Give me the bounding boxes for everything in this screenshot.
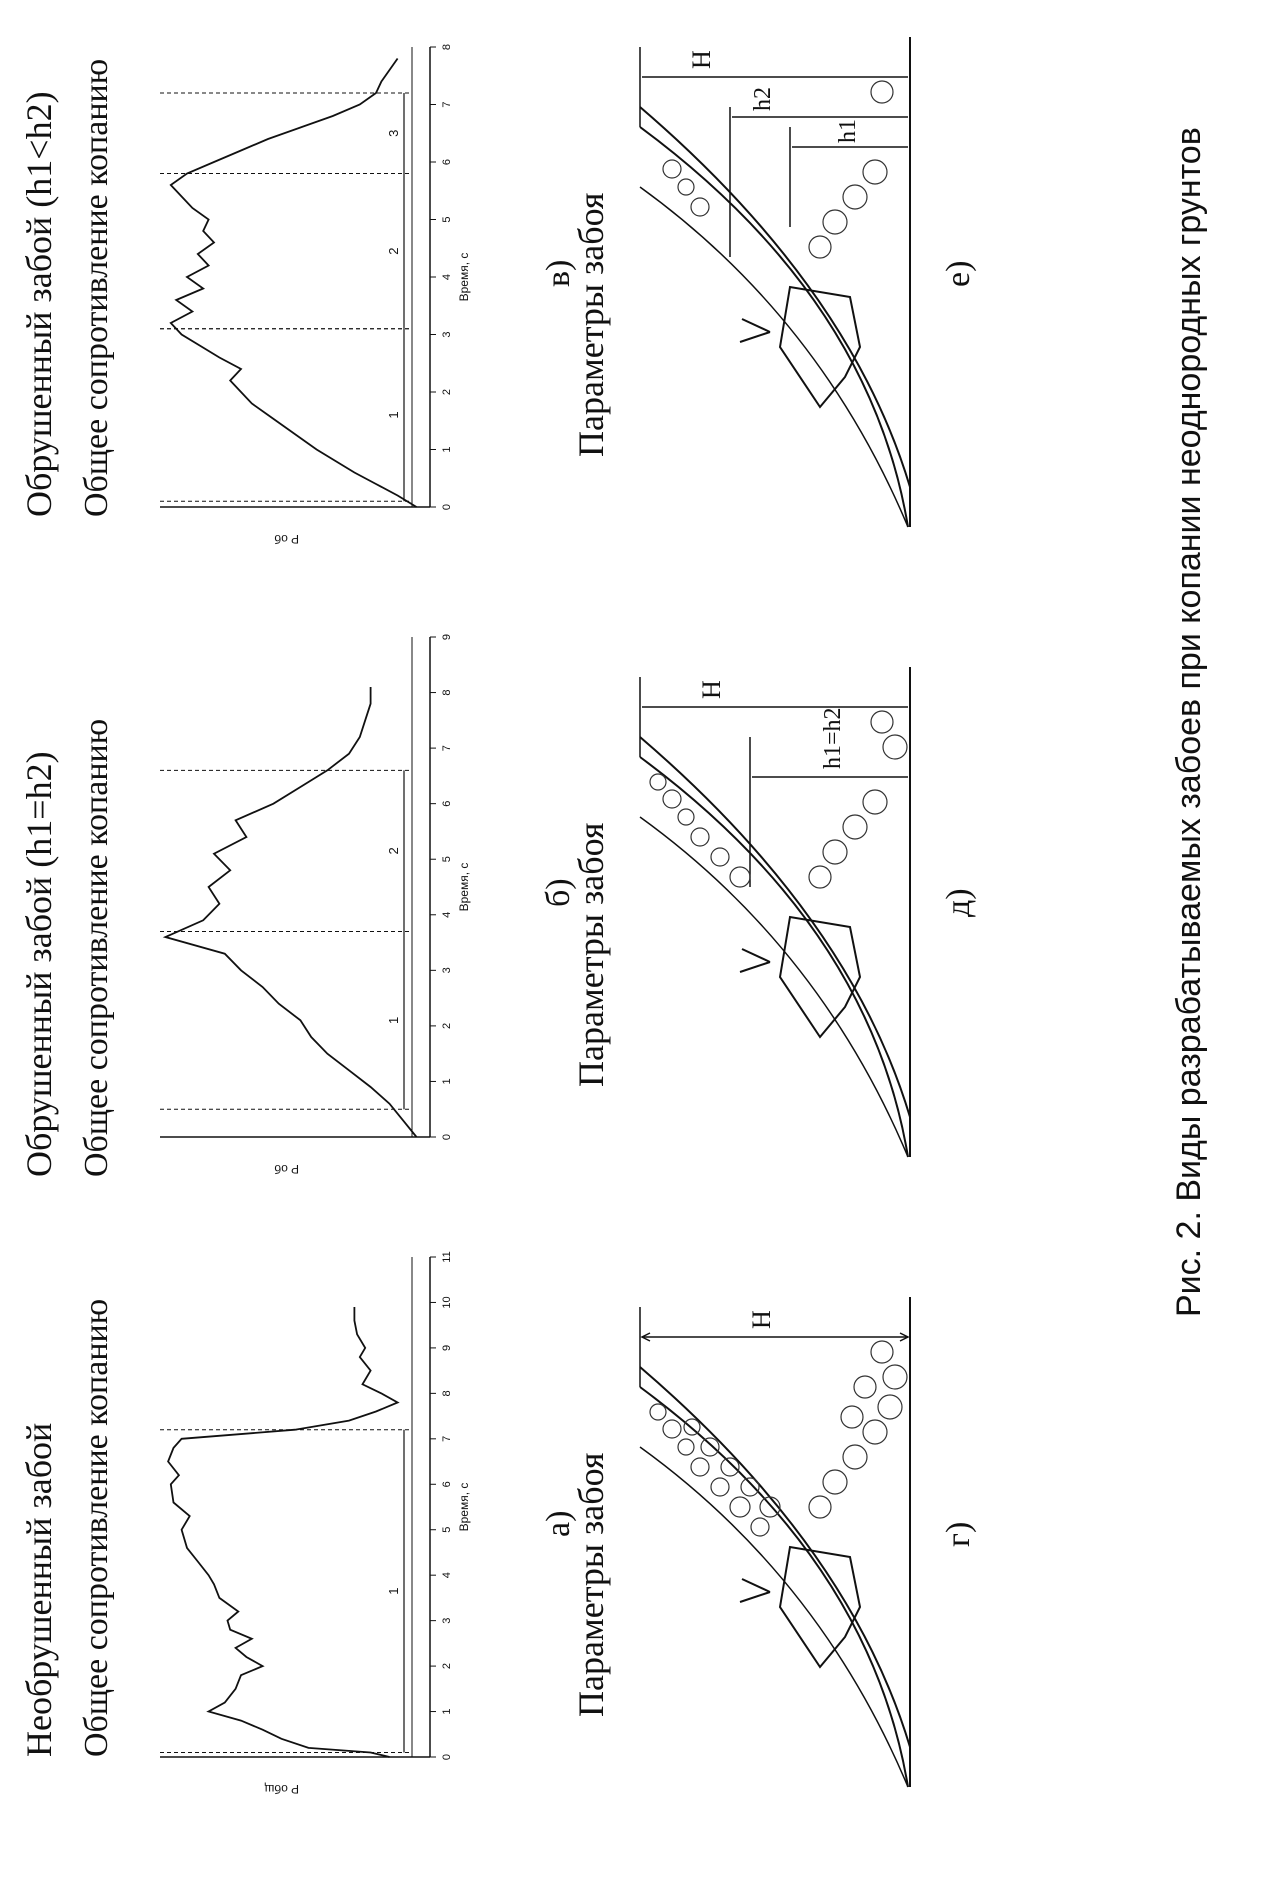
x-tick-label: 7 bbox=[441, 101, 453, 107]
x-tick-label: 6 bbox=[441, 1481, 453, 1487]
series-line bbox=[162, 687, 418, 1138]
y-axis-label: P об bbox=[274, 532, 299, 546]
x-tick-label: 9 bbox=[441, 1345, 453, 1351]
x-tick-label: 9 bbox=[441, 634, 453, 640]
face-heading-2: Параметры забоя bbox=[571, 822, 611, 1087]
x-tick-label: 3 bbox=[441, 967, 453, 973]
face-label-g: г) bbox=[940, 1521, 977, 1547]
face-label-d: д) bbox=[940, 888, 977, 917]
figure-caption: Рис. 2. Виды разрабатываемых забоев при … bbox=[1170, 127, 1208, 1317]
resistance-chart-c: 0 1 2 3 4 5 6 7 8 Время, с P об 1 2 3 bbox=[160, 44, 471, 546]
x-tick-label: 4 bbox=[441, 1572, 453, 1578]
x-tick-label: 5 bbox=[441, 216, 453, 222]
x-tick-label: 2 bbox=[441, 389, 453, 395]
resistance-chart-b: 0 1 2 3 4 5 6 7 8 9 Время, с P об 1 2 bbox=[160, 634, 471, 1176]
x-tick-label: 6 bbox=[441, 801, 453, 807]
column-subheading-1: Общее сопротивление копанию bbox=[78, 1298, 115, 1757]
x-tick-label: 4 bbox=[441, 274, 453, 280]
x-tick-label: 8 bbox=[441, 689, 453, 695]
x-tick-label: 3 bbox=[441, 331, 453, 337]
face-diagram-1: H bbox=[639, 1297, 911, 1788]
x-tick-label: 11 bbox=[441, 1251, 453, 1262]
phase-label: 2 bbox=[386, 248, 401, 255]
x-tick-label: 8 bbox=[441, 1390, 453, 1396]
x-axis-label: Время, с bbox=[457, 863, 471, 912]
series-line bbox=[169, 57, 417, 508]
y-axis-label: P общ bbox=[264, 1782, 299, 1796]
face-label-h1-equals-h2: h1=h2 bbox=[820, 707, 846, 769]
x-tick-label: 10 bbox=[441, 1296, 453, 1308]
phase-label: 1 bbox=[386, 1017, 401, 1024]
x-tick-label: 1 bbox=[441, 1708, 453, 1714]
phase-label: 2 bbox=[386, 847, 401, 854]
phase-label: 1 bbox=[386, 1587, 401, 1594]
face-label-H-2: H bbox=[697, 680, 726, 699]
phase-label: 3 bbox=[386, 130, 401, 137]
face-label-h2: h2 bbox=[750, 87, 776, 111]
x-axis-label: Время, с bbox=[457, 1483, 471, 1532]
y-axis-label: P об bbox=[274, 1162, 299, 1176]
x-tick-label: 5 bbox=[441, 856, 453, 862]
x-axis-label: Время, с bbox=[457, 253, 471, 302]
x-tick-label: 1 bbox=[441, 446, 453, 452]
column-heading-3: Обрушенный забой (h1<h2) bbox=[19, 91, 59, 517]
x-tick-label: 2 bbox=[441, 1023, 453, 1029]
x-tick-label: 2 bbox=[441, 1663, 453, 1669]
column-heading-1: Необрушенный забой bbox=[19, 1422, 59, 1757]
x-tick-label: 1 bbox=[441, 1078, 453, 1084]
x-tick-label: 4 bbox=[441, 912, 453, 918]
column-heading-2: Обрушенный забой (h1=h2) bbox=[19, 751, 59, 1177]
x-tick-label: 0 bbox=[441, 504, 453, 510]
column-subheading-3: Общее сопротивление копанию bbox=[78, 58, 115, 517]
resistance-chart-a: 0 1 2 3 4 5 6 7 8 9 10 11 Время, с P общ 1 bbox=[160, 1251, 471, 1796]
x-tick-label: 8 bbox=[441, 44, 453, 50]
face-diagram-2: H h1=h2 bbox=[639, 667, 911, 1158]
phase-label: 1 bbox=[386, 411, 401, 418]
face-label-H-1: H bbox=[747, 1310, 776, 1329]
face-diagram-3: H h2 h1 bbox=[639, 37, 911, 528]
x-tick-label: 5 bbox=[441, 1527, 453, 1533]
face-heading-1: Параметры забоя bbox=[571, 1452, 611, 1717]
x-tick-label: 0 bbox=[441, 1134, 453, 1140]
column-subheading-2: Общее сопротивление копанию bbox=[78, 718, 115, 1177]
face-label-e: е) bbox=[940, 260, 977, 287]
face-label-H-3: H bbox=[687, 50, 716, 69]
x-tick-label: 7 bbox=[441, 745, 453, 751]
x-tick-label: 0 bbox=[441, 1754, 453, 1760]
x-tick-label: 7 bbox=[441, 1436, 453, 1442]
face-label-h1: h1 bbox=[835, 119, 861, 143]
series-line bbox=[167, 1307, 400, 1758]
x-tick-label: 3 bbox=[441, 1618, 453, 1624]
face-heading-3: Параметры забоя bbox=[571, 192, 611, 457]
x-tick-label: 6 bbox=[441, 159, 453, 165]
